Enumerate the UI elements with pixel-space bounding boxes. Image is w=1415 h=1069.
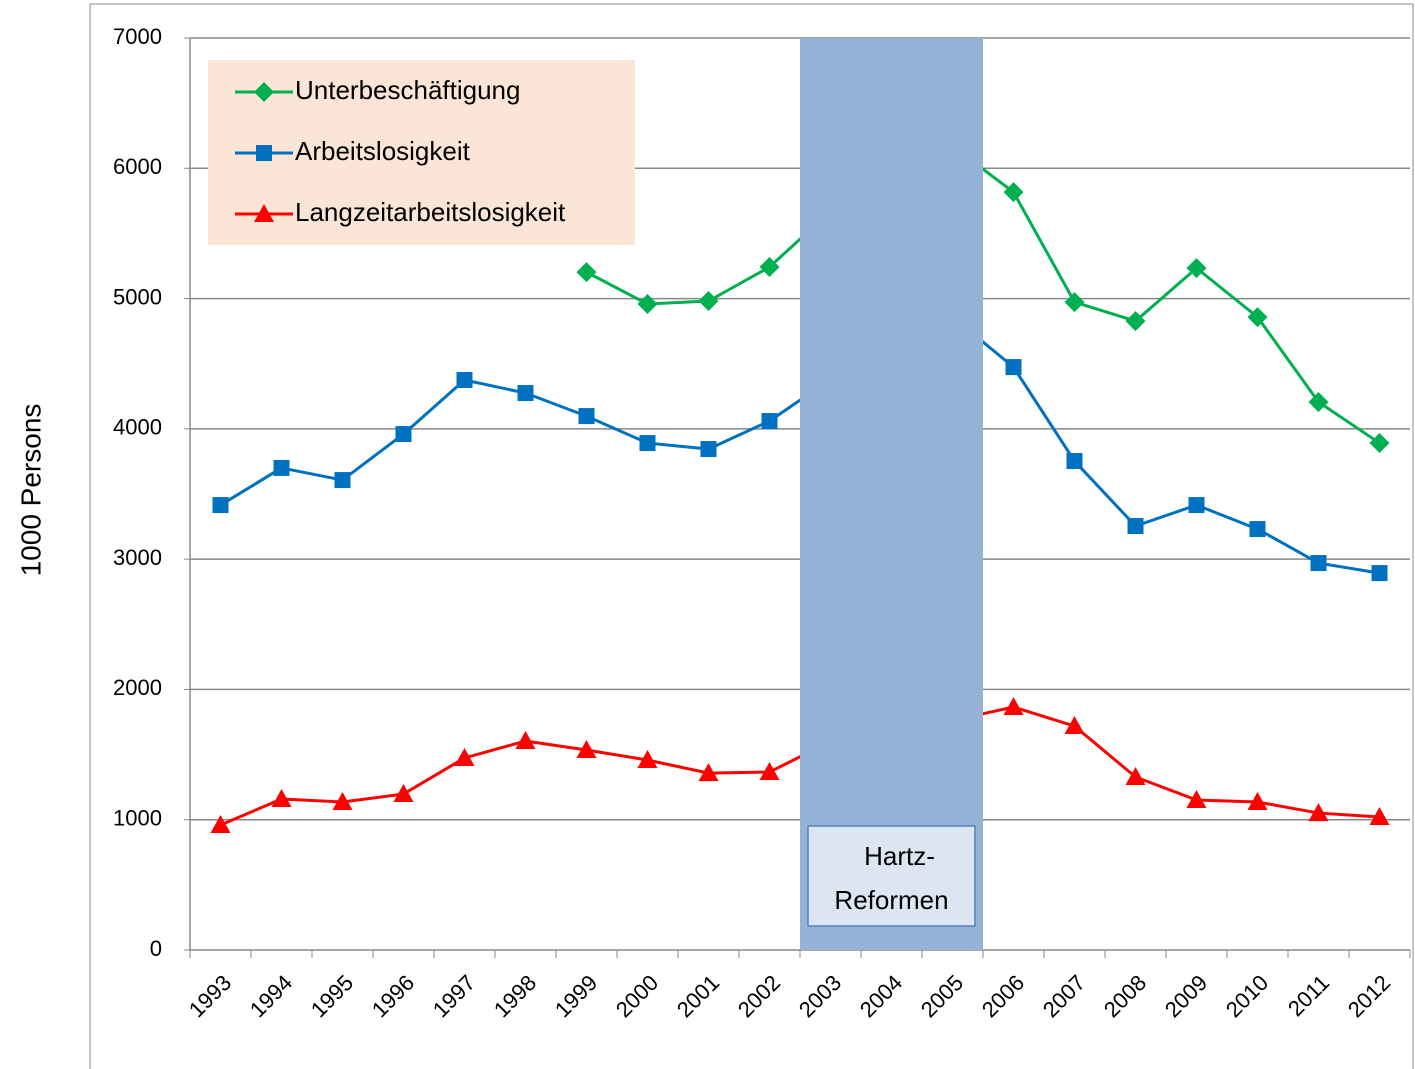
- y-tick-label: 4000: [113, 415, 162, 440]
- x-tick-label: 1994: [245, 970, 297, 1022]
- x-tick-label: 2008: [1099, 970, 1151, 1022]
- marker: [1249, 521, 1266, 538]
- marker: [254, 82, 274, 102]
- marker: [1186, 790, 1207, 809]
- x-tick-label: 1993: [184, 970, 236, 1022]
- x-tick-label: 2009: [1160, 970, 1212, 1022]
- marker: [1066, 453, 1083, 470]
- x-tick-label: 1998: [489, 970, 541, 1022]
- x-tick-label: 2004: [855, 970, 907, 1022]
- x-tick-label: 2001: [672, 970, 724, 1022]
- annotation: Reformen: [834, 885, 948, 915]
- marker: [254, 204, 274, 222]
- marker: [515, 731, 536, 750]
- legend-label: Arbeitslosigkeit: [295, 136, 471, 166]
- marker: [576, 740, 597, 759]
- x-tick-label: 1995: [306, 970, 358, 1022]
- legend-label: Langzeitarbeitslosigkeit: [295, 197, 566, 227]
- y-axis-label: 1000 Persons: [15, 404, 46, 577]
- marker: [1125, 311, 1146, 332]
- marker: [1310, 555, 1327, 572]
- annotation-box: [807, 825, 976, 927]
- x-tick-label: 2011: [1283, 970, 1334, 1021]
- marker: [761, 413, 778, 430]
- marker: [1371, 565, 1388, 582]
- marker: [273, 459, 290, 476]
- x-tick-label: 2003: [794, 970, 846, 1022]
- y-tick-label: 3000: [113, 545, 162, 570]
- marker: [1369, 433, 1390, 454]
- y-tick-label: 2000: [113, 675, 162, 700]
- x-tick-label: 2002: [733, 970, 785, 1022]
- x-tick-label: 2010: [1221, 970, 1273, 1022]
- marker: [1186, 258, 1207, 279]
- marker: [1308, 392, 1329, 413]
- marker: [210, 815, 231, 834]
- y-tick-label: 5000: [113, 284, 162, 309]
- marker: [271, 788, 292, 807]
- marker: [517, 385, 534, 402]
- legend-label: Unterbeschäftigung: [295, 75, 520, 105]
- marker: [1005, 359, 1022, 376]
- marker: [212, 497, 229, 514]
- marker: [332, 791, 353, 810]
- marker: [1125, 766, 1146, 785]
- marker: [578, 408, 595, 425]
- marker: [395, 426, 412, 443]
- marker: [454, 747, 475, 766]
- y-tick-label: 6000: [113, 154, 162, 179]
- marker: [1308, 803, 1329, 822]
- marker: [759, 762, 780, 781]
- x-tick-label: 1996: [367, 970, 419, 1022]
- marker: [256, 145, 272, 161]
- marker: [1064, 716, 1085, 735]
- x-tick-label: 2007: [1038, 970, 1090, 1022]
- marker: [456, 372, 473, 388]
- marker: [698, 763, 719, 782]
- y-tick-label: 1000: [113, 806, 162, 831]
- marker: [1188, 497, 1205, 514]
- y-tick-label: 7000: [113, 24, 162, 49]
- highlight-band: [800, 38, 983, 950]
- marker: [1064, 292, 1085, 313]
- x-tick-label: 1997: [428, 970, 480, 1022]
- x-tick-label: 2012: [1343, 970, 1395, 1022]
- marker: [1247, 307, 1268, 328]
- marker: [759, 257, 780, 278]
- x-tick-label: 1999: [550, 970, 602, 1022]
- marker: [637, 750, 658, 769]
- marker: [637, 294, 658, 315]
- marker: [1003, 182, 1024, 203]
- marker: [393, 784, 414, 803]
- annotation: Hartz-: [864, 841, 935, 871]
- marker: [1369, 806, 1390, 825]
- marker: [700, 441, 717, 458]
- marker: [698, 291, 719, 312]
- marker: [1127, 518, 1144, 535]
- x-tick-label: 2005: [916, 970, 968, 1022]
- y-tick-label: 0: [150, 936, 162, 961]
- marker: [576, 262, 597, 283]
- marker: [1003, 697, 1024, 716]
- x-tick-label: 2006: [977, 970, 1029, 1022]
- marker: [334, 472, 351, 489]
- x-tick-label: 2000: [611, 970, 663, 1022]
- marker: [639, 435, 656, 452]
- marker: [1247, 791, 1268, 810]
